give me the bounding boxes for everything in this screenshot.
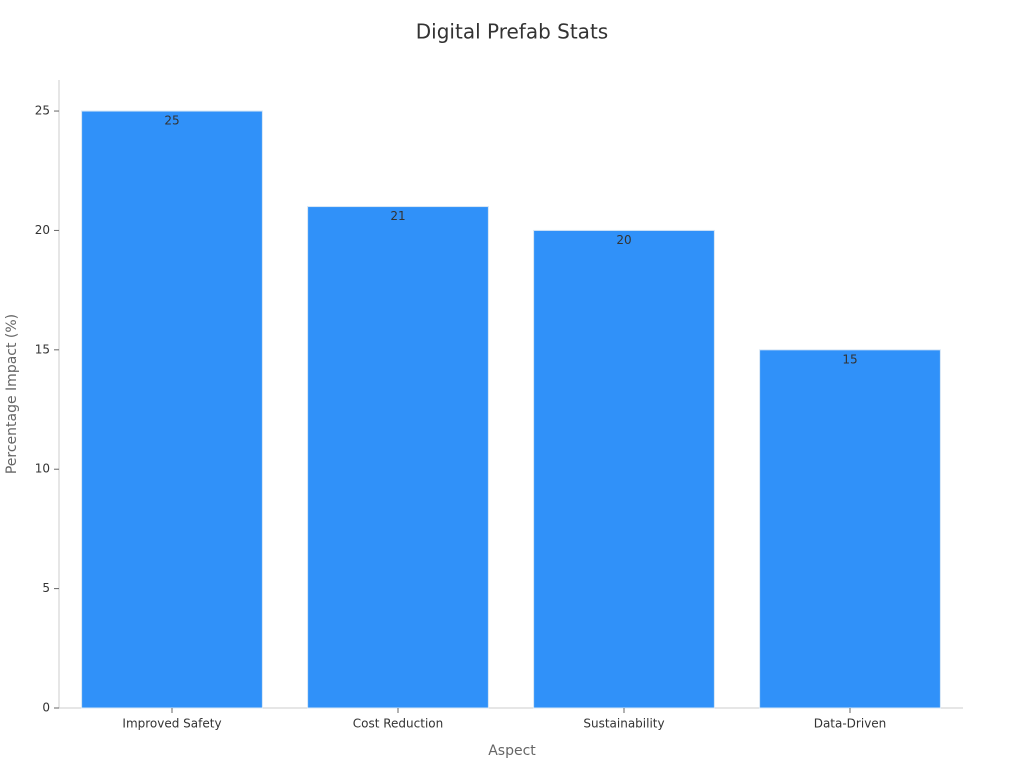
x-tick-label: Cost Reduction: [353, 717, 443, 731]
y-tick-label: 5: [42, 581, 50, 595]
x-axis-label: Aspect: [488, 743, 536, 759]
x-tick-label: Improved Safety: [122, 717, 221, 731]
data-label: 20: [616, 233, 631, 247]
data-label: 25: [164, 114, 179, 128]
x-tick-label: Data-Driven: [814, 717, 887, 731]
bar: [307, 206, 489, 709]
y-tick-label: 0: [42, 701, 50, 715]
bar: [759, 349, 941, 709]
bar: [81, 110, 263, 709]
y-tick-label: 10: [35, 462, 50, 476]
bar: [533, 229, 715, 709]
y-tick-label: 15: [35, 342, 50, 356]
data-label: 15: [842, 352, 857, 366]
y-axis-label: Percentage Impact (%): [4, 314, 20, 474]
chart-title: Digital Prefab Stats: [416, 20, 608, 44]
x-tick-label: Sustainability: [583, 717, 664, 731]
data-label: 21: [390, 209, 405, 223]
y-tick-label: 25: [35, 104, 50, 118]
y-tick-label: 20: [35, 223, 50, 237]
